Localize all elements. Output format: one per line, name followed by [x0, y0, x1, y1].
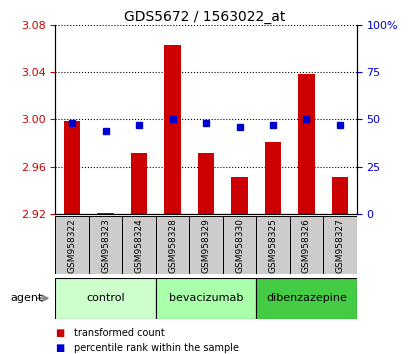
Text: GSM958323: GSM958323 [101, 218, 110, 273]
Text: GSM958325: GSM958325 [268, 218, 277, 273]
Bar [197, 153, 214, 214]
Text: agent: agent [10, 293, 43, 303]
Text: dibenzazepine: dibenzazepine [265, 293, 346, 303]
Bar [256, 278, 356, 319]
Bar [155, 278, 256, 319]
Text: GSM958330: GSM958330 [234, 218, 243, 273]
Bar [256, 216, 289, 274]
Text: GSM958328: GSM958328 [168, 218, 177, 273]
Bar [222, 216, 256, 274]
Bar [63, 121, 80, 214]
Text: GSM958326: GSM958326 [301, 218, 310, 273]
Bar [297, 74, 314, 214]
Bar [189, 216, 222, 274]
Bar [331, 177, 348, 214]
Bar [122, 216, 155, 274]
Text: ■: ■ [55, 329, 65, 338]
Bar [264, 142, 281, 214]
Text: GDS5672 / 1563022_at: GDS5672 / 1563022_at [124, 10, 285, 24]
Bar [289, 216, 322, 274]
Bar [55, 216, 89, 274]
Text: ■: ■ [55, 343, 65, 353]
Text: bevacizumab: bevacizumab [169, 293, 243, 303]
Text: control: control [86, 293, 125, 303]
Bar [155, 216, 189, 274]
Bar [322, 216, 356, 274]
Bar [97, 213, 114, 214]
Bar [55, 278, 155, 319]
Text: GSM958324: GSM958324 [134, 218, 143, 273]
Bar [89, 216, 122, 274]
Text: GSM958329: GSM958329 [201, 218, 210, 273]
Bar [164, 45, 180, 214]
Text: GSM958327: GSM958327 [335, 218, 344, 273]
Bar [231, 177, 247, 214]
Text: transformed count: transformed count [74, 329, 164, 338]
Text: percentile rank within the sample: percentile rank within the sample [74, 343, 238, 353]
Bar [130, 153, 147, 214]
Text: GSM958322: GSM958322 [67, 218, 76, 273]
